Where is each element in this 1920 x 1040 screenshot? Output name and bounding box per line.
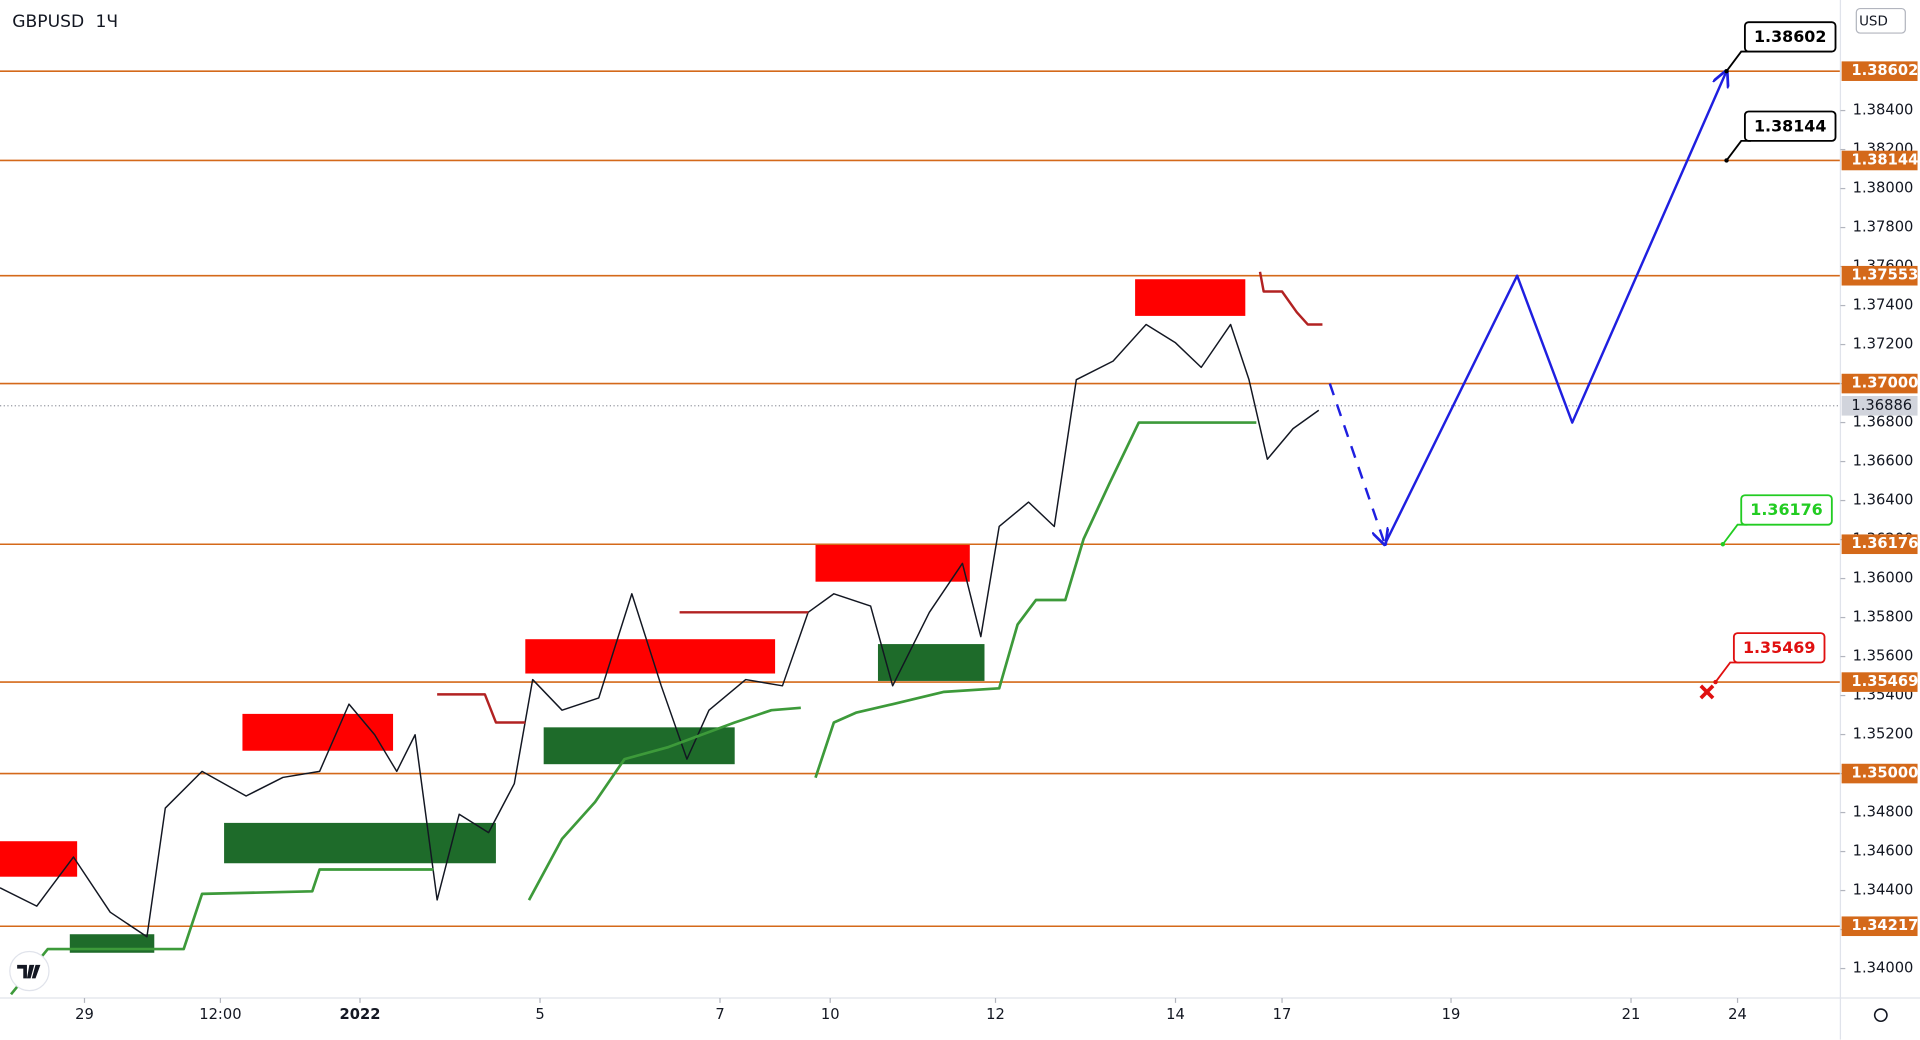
x-tick-label: 2022 — [340, 1006, 381, 1023]
logo-mark — [17, 964, 41, 979]
x-tick-label: 24 — [1728, 1006, 1747, 1023]
x-tick-label: 17 — [1273, 1006, 1292, 1023]
zone — [877, 644, 985, 681]
level-label: 1.37000 — [1851, 375, 1918, 392]
y-tick-label: 1.38000 — [1853, 180, 1914, 197]
level-label: 1.34217 — [1851, 917, 1918, 934]
zone — [1135, 279, 1246, 316]
level-tag — [1841, 265, 1918, 286]
x-tick-label: 12:00 — [199, 1006, 241, 1023]
callout-box — [1740, 494, 1833, 526]
interval: 1Ч — [96, 12, 119, 32]
currency-button[interactable] — [1855, 7, 1906, 34]
level-label: 1.36176 — [1851, 535, 1918, 552]
callout-label: 1.38144 — [1754, 116, 1826, 135]
callout-label: 1.38602 — [1754, 27, 1826, 46]
last-price-label: 1.36886 — [1851, 397, 1912, 414]
callout-label: 1.36176 — [1750, 500, 1822, 519]
series-line — [437, 271, 1323, 724]
y-tick-label: 1.37200 — [1853, 336, 1914, 353]
series-line — [1383, 71, 1727, 545]
y-tick-label: 1.34600 — [1853, 843, 1914, 860]
level-label: 1.38602 — [1851, 62, 1918, 79]
level-label: 1.38144 — [1851, 151, 1918, 168]
series-line — [1328, 383, 1385, 545]
series-line — [9, 421, 1257, 996]
zone — [815, 544, 970, 582]
y-tick-label: 1.34400 — [1853, 882, 1914, 899]
axes: 1.340001.342001.344001.346001.348001.350… — [75, 61, 1918, 1023]
level-tag — [1841, 763, 1918, 784]
y-tick-label: 1.35600 — [1853, 648, 1914, 665]
x-tick-label: 10 — [821, 1006, 840, 1023]
level-tag — [1841, 534, 1918, 555]
x-tick-label: 5 — [535, 1006, 544, 1023]
callout-box — [1743, 21, 1837, 53]
x-tick-label: 21 — [1622, 1006, 1641, 1023]
level-label: 1.37553 — [1851, 267, 1918, 284]
level-tag — [1841, 916, 1918, 937]
currency: USD — [1859, 14, 1888, 29]
settings[interactable] — [1873, 1008, 1888, 1023]
zone — [525, 639, 776, 674]
symbol: GBPUSD — [12, 12, 84, 32]
y-tick-label: 1.37800 — [1853, 219, 1914, 236]
level-tag — [1841, 61, 1918, 81]
y-tick-label: 1.38400 — [1853, 102, 1914, 119]
y-tick-label: 1.36400 — [1853, 492, 1914, 509]
zone — [0, 841, 78, 877]
level-tag — [1841, 672, 1918, 692]
y-tick-label: 1.37400 — [1853, 297, 1914, 314]
level-label: 1.35000 — [1851, 765, 1918, 782]
level-tag — [1841, 373, 1918, 394]
series-line — [0, 323, 1320, 938]
y-tick-label: 1.36600 — [1853, 453, 1914, 470]
zone — [224, 822, 496, 864]
y-tick-label: 1.35800 — [1853, 609, 1914, 626]
x-tick-label: 12 — [986, 1006, 1005, 1023]
y-tick-label: 1.36000 — [1853, 570, 1914, 587]
stop-marker — [1699, 684, 1715, 700]
y-tick-label: 1.34000 — [1853, 960, 1914, 977]
y-tick-label: 1.35200 — [1853, 726, 1914, 743]
callout-label: 1.35469 — [1743, 638, 1815, 657]
x-tick-label: 19 — [1442, 1006, 1461, 1023]
callout-box — [1732, 632, 1826, 664]
level-tag — [1841, 150, 1918, 171]
y-tick-label: 1.34800 — [1853, 804, 1914, 821]
last-price-tag — [1841, 395, 1918, 416]
plot: 1.38602 1.38144 1.36176 1.35469 — [0, 21, 1841, 996]
y-tick-label: 1.36800 — [1853, 414, 1914, 431]
level-label: 1.35469 — [1851, 673, 1918, 690]
x-tick-label: 7 — [715, 1006, 724, 1023]
x-tick-label: 14 — [1166, 1006, 1185, 1023]
x-tick-label: 29 — [75, 1006, 94, 1023]
zone — [242, 713, 394, 751]
callout-box — [1743, 110, 1837, 142]
